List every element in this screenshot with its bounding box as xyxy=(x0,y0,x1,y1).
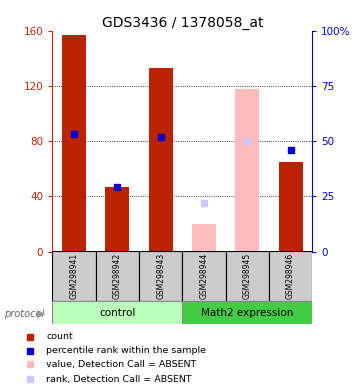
Text: value, Detection Call = ABSENT: value, Detection Call = ABSENT xyxy=(46,360,196,369)
Text: Math2 expression: Math2 expression xyxy=(201,308,293,318)
Text: count: count xyxy=(46,332,73,341)
Text: ▶: ▶ xyxy=(37,309,46,319)
Bar xyxy=(105,187,129,252)
Text: control: control xyxy=(99,308,135,318)
Bar xyxy=(279,162,303,252)
Bar xyxy=(235,89,259,252)
Bar xyxy=(182,251,226,301)
Bar xyxy=(149,68,173,252)
Bar xyxy=(269,251,312,301)
Bar xyxy=(52,251,96,301)
Text: GSM298945: GSM298945 xyxy=(243,253,252,299)
Text: rank, Detection Call = ABSENT: rank, Detection Call = ABSENT xyxy=(46,375,192,384)
Bar xyxy=(139,251,182,301)
Text: percentile rank within the sample: percentile rank within the sample xyxy=(46,346,206,355)
Bar xyxy=(226,251,269,301)
Text: GSM298946: GSM298946 xyxy=(286,253,295,299)
Text: GSM298942: GSM298942 xyxy=(113,253,122,299)
Bar xyxy=(62,35,86,252)
Text: GSM298944: GSM298944 xyxy=(200,253,208,299)
Bar xyxy=(192,224,216,252)
Text: GSM298943: GSM298943 xyxy=(156,253,165,299)
Title: GDS3436 / 1378058_at: GDS3436 / 1378058_at xyxy=(101,16,263,30)
Text: GSM298941: GSM298941 xyxy=(70,253,78,299)
Bar xyxy=(96,251,139,301)
Bar xyxy=(182,301,312,324)
Text: protocol: protocol xyxy=(4,309,44,319)
Bar xyxy=(52,301,182,324)
